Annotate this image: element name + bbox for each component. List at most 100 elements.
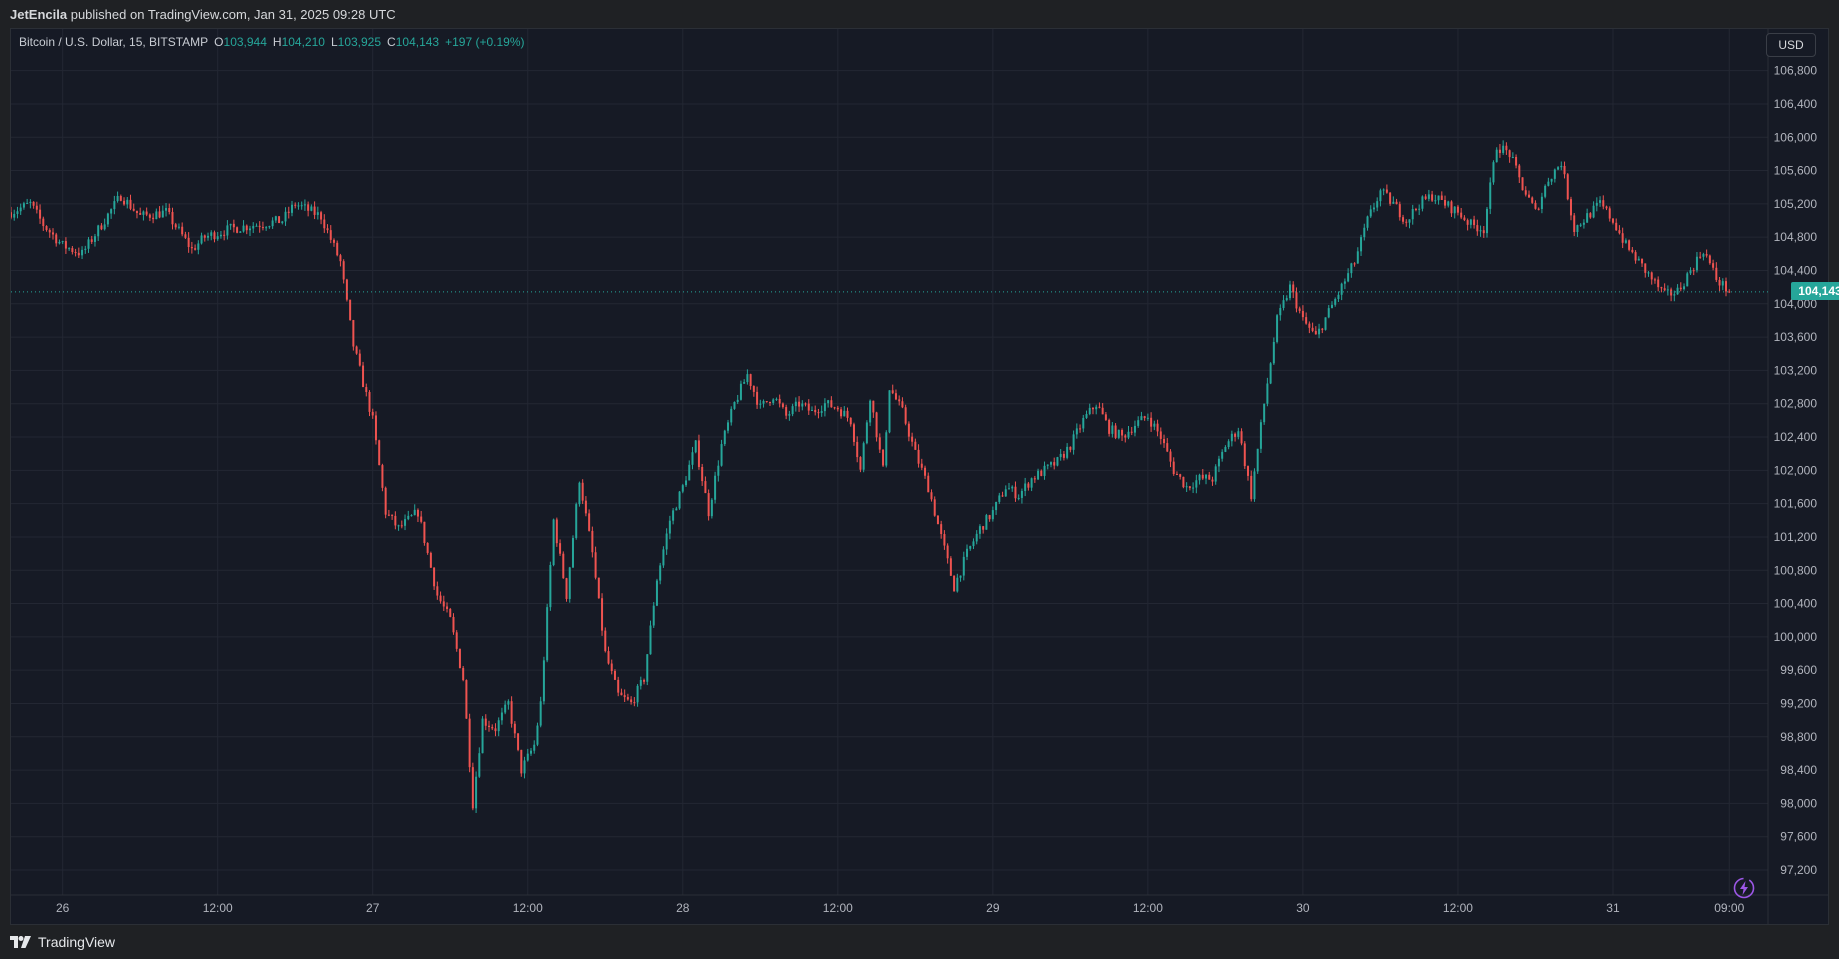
candle-body bbox=[649, 625, 652, 655]
candle-body bbox=[1569, 199, 1572, 216]
y-tick-label: 98,800 bbox=[1780, 730, 1817, 744]
candle-body bbox=[736, 399, 739, 402]
candle-body bbox=[1712, 263, 1715, 268]
candle-body bbox=[71, 248, 74, 253]
candle-body bbox=[22, 203, 25, 208]
y-tick-label: 104,000 bbox=[1774, 297, 1818, 311]
currency-button[interactable]: USD bbox=[1766, 33, 1816, 57]
y-tick-label: 100,800 bbox=[1774, 563, 1818, 577]
candle-body bbox=[1372, 207, 1375, 210]
publish-info: JetEncila published on TradingView.com, … bbox=[0, 0, 1839, 28]
candle-body bbox=[552, 519, 555, 566]
candle-body bbox=[533, 744, 536, 751]
candle-body bbox=[546, 607, 549, 661]
candle-body bbox=[1566, 174, 1569, 200]
candle-body bbox=[823, 403, 826, 412]
candle-body bbox=[1350, 263, 1353, 274]
candle-body bbox=[1573, 215, 1576, 233]
candle-body bbox=[1692, 270, 1695, 272]
chart-pane[interactable]: 97,200 97,600 98,000 98,400 98,800 99,200 99,6… bbox=[10, 28, 1829, 925]
candle-body bbox=[565, 578, 568, 599]
symbol-legend: Bitcoin / U.S. Dollar, 15, BITSTAMP O103… bbox=[19, 35, 525, 49]
candle-body bbox=[455, 632, 458, 649]
y-tick-label: 97,600 bbox=[1780, 830, 1817, 844]
candle-body bbox=[423, 521, 426, 543]
spark-button[interactable] bbox=[1731, 875, 1757, 901]
candle-body bbox=[1550, 178, 1553, 182]
candle-body bbox=[875, 412, 878, 438]
candle-body bbox=[1095, 406, 1098, 410]
candle-body bbox=[1175, 474, 1178, 476]
candle-body bbox=[768, 401, 771, 403]
candle-body bbox=[1392, 201, 1395, 204]
candle-body bbox=[1427, 194, 1430, 199]
candle-body bbox=[223, 234, 226, 236]
candle-body bbox=[397, 525, 400, 527]
candle-body bbox=[791, 406, 794, 415]
candle-body bbox=[442, 601, 445, 607]
candle-body bbox=[303, 204, 306, 206]
candle-body bbox=[571, 537, 574, 568]
candle-body bbox=[920, 463, 923, 468]
candle-body bbox=[1628, 240, 1631, 250]
candle-body bbox=[830, 400, 833, 408]
candle-body bbox=[484, 718, 487, 726]
candle-body bbox=[320, 212, 323, 220]
candle-body bbox=[1534, 202, 1537, 209]
candle-body bbox=[271, 220, 274, 227]
candle-body bbox=[1418, 208, 1421, 210]
candle-body bbox=[1075, 428, 1078, 435]
candle-body bbox=[216, 236, 219, 240]
candle-body bbox=[1644, 263, 1647, 273]
candle-body bbox=[1185, 486, 1188, 488]
y-tick-label: 101,200 bbox=[1774, 530, 1818, 544]
candle-body bbox=[77, 252, 80, 256]
candle-body bbox=[620, 692, 623, 696]
candle-body bbox=[1221, 451, 1224, 459]
candle-body bbox=[1321, 328, 1324, 330]
candle-body bbox=[110, 209, 113, 214]
candle-body bbox=[1146, 417, 1149, 419]
candle-body bbox=[904, 407, 907, 424]
candle-body bbox=[1553, 169, 1556, 179]
candle-body bbox=[1159, 431, 1162, 439]
candle-body bbox=[1292, 284, 1295, 293]
candle-body bbox=[917, 449, 920, 464]
candle-body bbox=[1715, 267, 1718, 280]
candle-body bbox=[165, 208, 168, 211]
candle-body bbox=[1518, 165, 1521, 178]
candle-body bbox=[51, 232, 54, 235]
candle-body bbox=[13, 213, 16, 218]
footer-brand[interactable]: TradingView bbox=[0, 925, 1839, 959]
candle-body bbox=[1402, 217, 1405, 222]
candle-body bbox=[681, 485, 684, 492]
candle-body bbox=[865, 422, 868, 444]
candle-body bbox=[1111, 425, 1114, 434]
candle-body bbox=[365, 387, 368, 393]
candle-body bbox=[11, 212, 13, 218]
y-tick-label: 105,600 bbox=[1774, 164, 1818, 178]
candle-body bbox=[261, 227, 264, 229]
candle-body bbox=[93, 236, 96, 242]
candle-body bbox=[1014, 486, 1017, 499]
candle-body bbox=[42, 218, 45, 227]
candle-body bbox=[1469, 219, 1472, 225]
candle-body bbox=[972, 541, 975, 547]
candlestick-chart[interactable]: 97,200 97,600 98,000 98,400 98,800 99,200 99,6… bbox=[11, 29, 1828, 924]
candle-body bbox=[878, 437, 881, 450]
candle-body bbox=[429, 552, 432, 568]
candle-body bbox=[659, 565, 662, 581]
candle-body bbox=[1121, 429, 1124, 436]
candle-body bbox=[194, 248, 197, 250]
candle-body bbox=[1053, 462, 1056, 466]
candle-body bbox=[1382, 189, 1385, 191]
y-tick-label: 106,400 bbox=[1774, 97, 1818, 111]
candle-body bbox=[1631, 249, 1634, 253]
candle-body bbox=[426, 542, 429, 553]
candle-body bbox=[355, 346, 358, 354]
candle-body bbox=[1421, 196, 1424, 209]
candle-body bbox=[1641, 258, 1644, 264]
candle-body bbox=[471, 767, 474, 809]
candle-body bbox=[97, 225, 100, 237]
candle-body bbox=[1366, 216, 1369, 228]
